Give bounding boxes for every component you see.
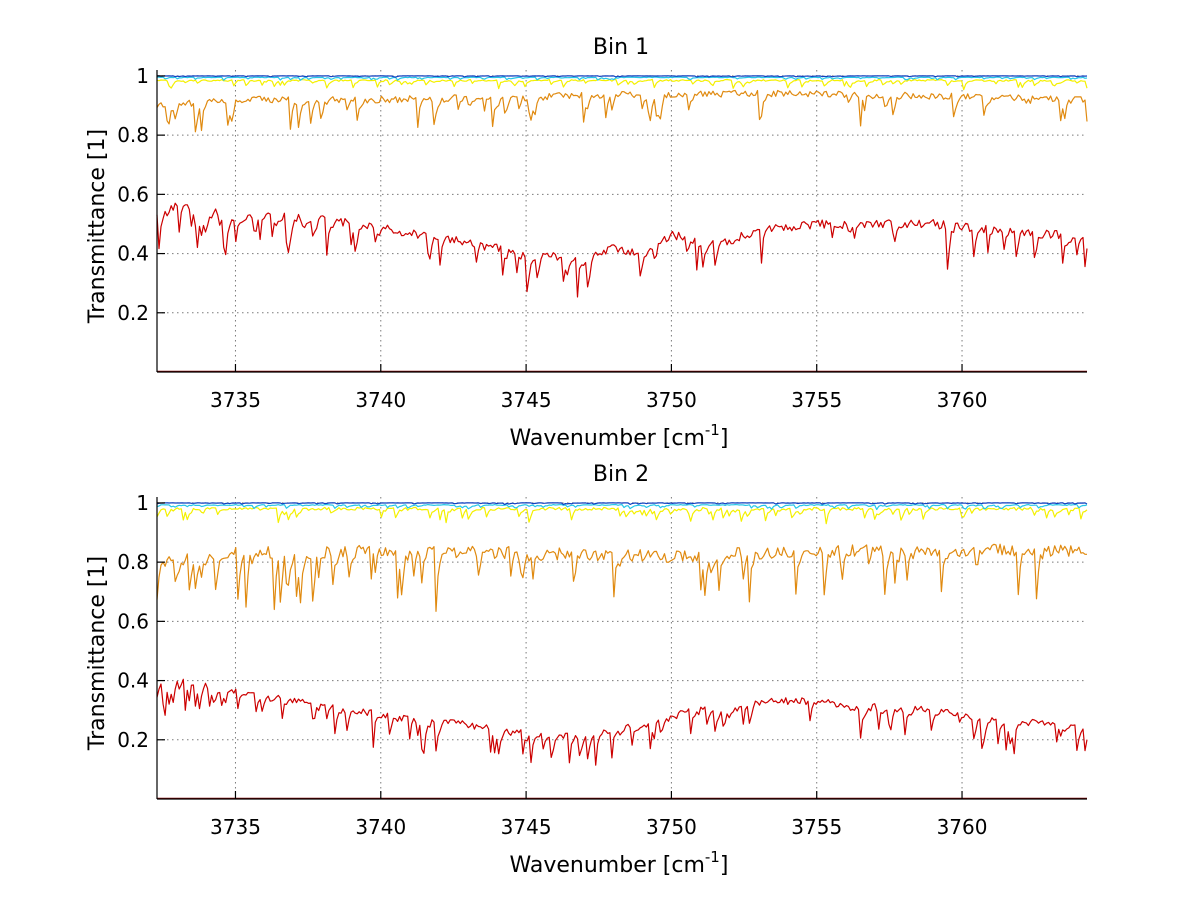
x-axis-label-superscript: -1 — [705, 848, 720, 866]
y-axis-label: Transmittance [1] — [85, 129, 110, 324]
series-line-cyan — [156, 504, 1088, 511]
x-axis-label-close: ] — [720, 426, 729, 451]
x-tick-label: 3760 — [937, 815, 988, 839]
x-tick-label: 3755 — [791, 388, 842, 412]
series-lines — [156, 75, 1088, 372]
x-axis-label-superscript: -1 — [705, 421, 720, 439]
y-tick-label: 0.8 — [117, 550, 149, 574]
y-tick-label: 0.4 — [117, 669, 149, 693]
y-tick-label: 0.6 — [117, 182, 149, 206]
plot-title: Bin 2 — [593, 462, 649, 487]
grid-lines — [157, 497, 1087, 799]
series-line-yellow — [156, 78, 1088, 91]
x-tick-label: 3735 — [210, 388, 261, 412]
y-tick-label: 0.2 — [117, 301, 149, 325]
x-axis-label: Wavenumber [cm-1] — [510, 848, 729, 878]
x-axis-label-main: Wavenumber [cm — [510, 426, 705, 451]
series-line-red — [156, 202, 1088, 298]
x-tick-label: 3745 — [501, 388, 552, 412]
y-tick-label: 1 — [136, 491, 149, 515]
x-tick-label: 3750 — [646, 815, 697, 839]
plot-title: Bin 1 — [593, 35, 649, 60]
x-axis-label-close: ] — [720, 853, 729, 878]
x-tick-label: 3740 — [355, 388, 406, 412]
x-tick-label: 3755 — [791, 815, 842, 839]
series-line-red — [156, 678, 1088, 766]
x-tick-label: 3735 — [210, 815, 261, 839]
axes — [156, 70, 1087, 373]
series-line-orange — [156, 543, 1087, 613]
series-lines — [156, 502, 1088, 800]
axes — [156, 497, 1087, 800]
y-axis-label: Transmittance [1] — [85, 556, 110, 751]
y-tick-label: 0.6 — [117, 609, 149, 633]
tick-labels: 3735 3740 3745 3750 3755 3760 0.2 0.4 0.6 0.8 1 — [117, 64, 987, 412]
series-line-blue — [156, 502, 1088, 506]
y-tick-label: 0.2 — [117, 728, 149, 752]
series-line-yellow — [156, 506, 1088, 525]
y-tick-label: 1 — [136, 64, 149, 88]
tick-labels: 3735 3740 3745 3750 3755 3760 0.2 0.4 0.6 0.8 1 — [117, 491, 987, 839]
x-axis-label-main: Wavenumber [cm — [510, 853, 705, 878]
y-tick-label: 0.4 — [117, 242, 149, 266]
series-line-orange — [156, 89, 1088, 133]
x-tick-label: 3760 — [937, 388, 988, 412]
series-line-cyan — [156, 76, 1088, 81]
y-tick-label: 0.8 — [117, 123, 149, 147]
x-tick-label: 3740 — [355, 815, 406, 839]
subplot-bin-1: Bin 1 3735 3740 3745 3750 3755 3760 0.2 0.4 0.6 0… — [85, 35, 1088, 451]
x-tick-label: 3745 — [501, 815, 552, 839]
x-tick-label: 3750 — [646, 388, 697, 412]
series-line-blue — [156, 75, 1088, 78]
subplot-bin-2: Bin 2 3735 3740 3745 3750 3755 3760 0.2 0.4 0.6 0… — [85, 462, 1088, 878]
x-axis-label: Wavenumber [cm-1] — [510, 421, 729, 451]
